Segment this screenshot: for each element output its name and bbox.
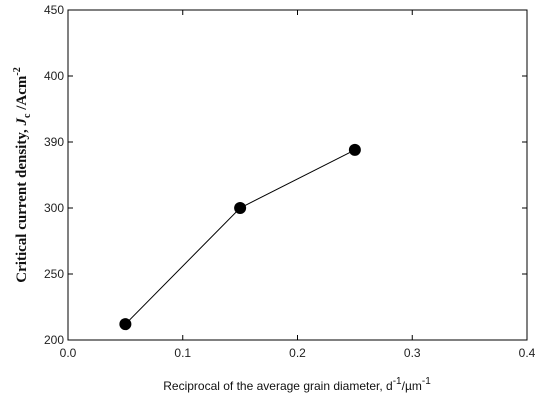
x-tick-label: 0.0 [60,346,77,360]
y-tick-label: 390 [44,135,64,149]
x-tick-label: 0.3 [404,346,421,360]
x-tick-label: 0.4 [519,346,536,360]
y-tick-label: 250 [44,267,64,281]
plot-frame [67,9,528,341]
y-axis-title-sup: -2 [12,67,23,75]
y-axis-title: Critical current density, Jc /Acm-2 [12,67,33,282]
y-axis-title-unit: /Acm [14,75,30,113]
data-series [119,143,361,331]
x-axis-title-sup1: -1 [393,376,402,387]
x-axis-title-main: Reciprocal of the average grain diameter… [163,379,392,393]
x-axis-title: Reciprocal of the average grain diameter… [163,376,431,393]
data-point [119,318,132,331]
y-axis-title-main: Critical current density, [14,126,30,283]
data-point [348,143,361,156]
y-tick-label: 400 [44,69,64,83]
x-axis-title-mid: /µm [402,379,422,393]
series-line [125,149,356,325]
y-tick-label: 200 [44,333,64,347]
x-tick-label: 0.1 [174,346,191,360]
data-point [234,202,247,214]
y-tick-label: 300 [44,201,64,215]
x-axis-title-sup2: -1 [422,376,431,387]
y-tick-label: 450 [44,3,64,17]
x-tick-label: 0.2 [289,346,306,360]
y-axis: 200 250 300 390 400 450 [44,3,527,347]
x-axis: 0.0 0.1 0.2 0.3 0.4 [60,10,536,360]
y-axis-title-sub: c [22,113,33,118]
y-axis-title-var: J [14,118,30,127]
